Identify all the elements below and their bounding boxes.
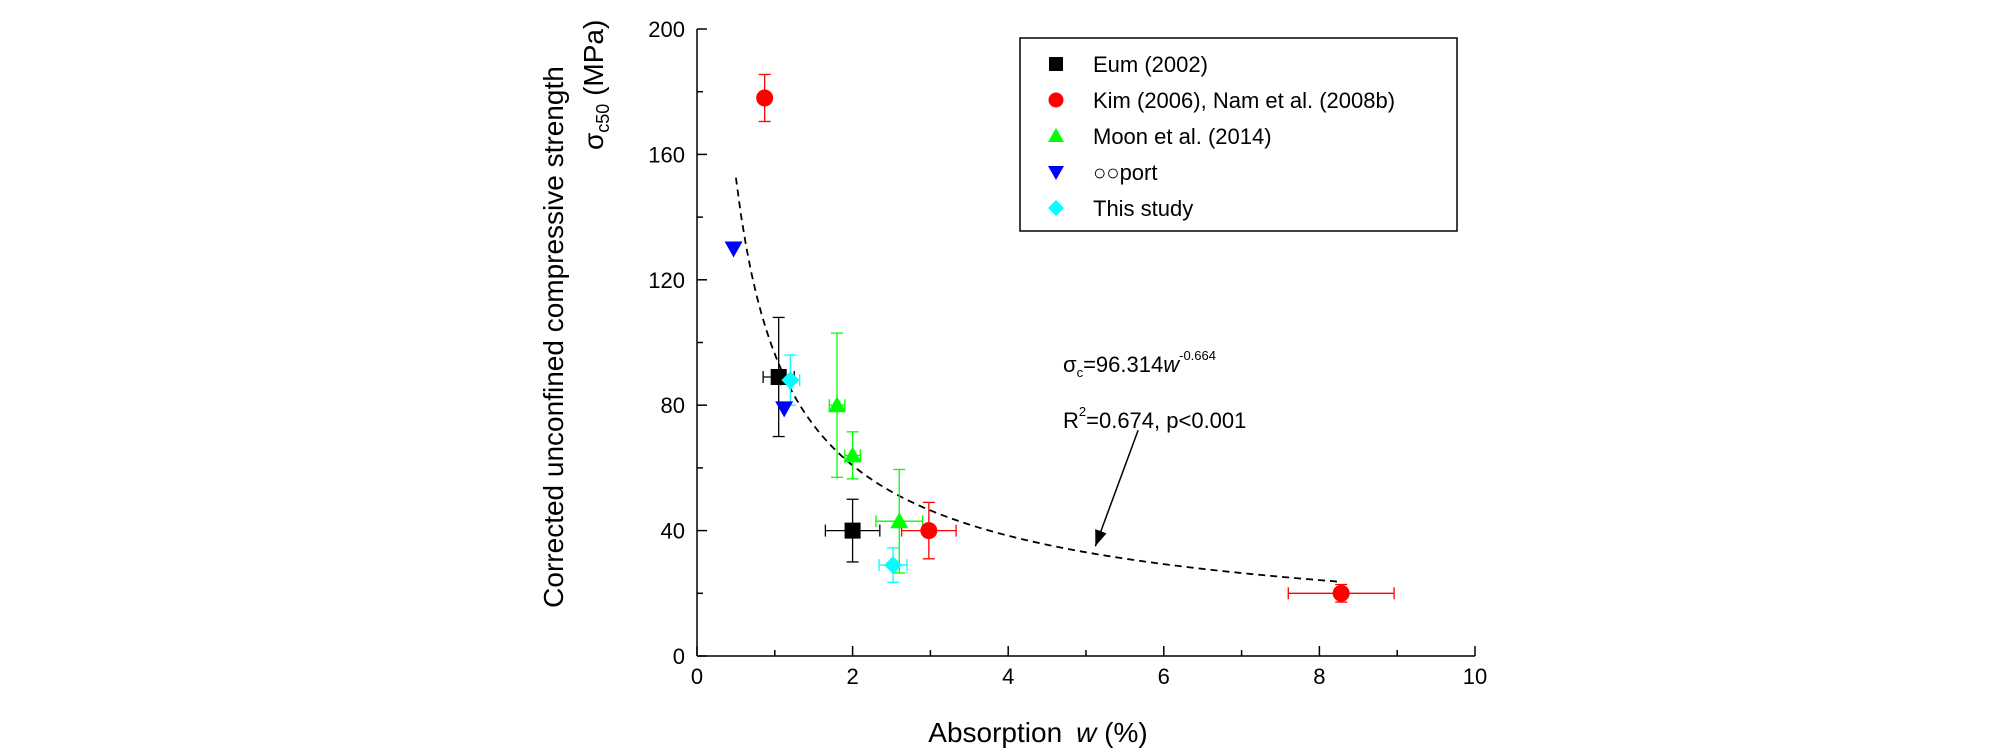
fit-r2-sym: R — [1063, 408, 1079, 433]
y-tick-label: 160 — [648, 142, 685, 167]
fit-annotation: σc=96.314w-0.664 R2=0.674, p<0.001 — [1063, 348, 1246, 547]
x-axis-title-unit: (%) — [1096, 717, 1147, 748]
marker-layer — [724, 89, 1350, 602]
x-tick-label: 4 — [1002, 664, 1014, 689]
x-tick-label: 6 — [1158, 664, 1170, 689]
legend-label: Eum (2002) — [1093, 52, 1208, 77]
data-point — [781, 371, 800, 390]
y-tick-label: 80 — [661, 393, 685, 418]
legend-box — [1019, 37, 1458, 232]
axes: 0 2 4 6 8 10 0 40 80 120 160 200 — [648, 17, 1487, 689]
data-point — [844, 522, 861, 539]
annotation-arrow — [1094, 430, 1139, 547]
data-point — [884, 556, 903, 575]
legend-marker — [1048, 92, 1064, 108]
fit-stats: R2=0.674, p<0.001 — [1063, 404, 1246, 433]
data-point — [1332, 584, 1350, 602]
fit-r2-sup: 2 — [1079, 404, 1086, 419]
y-axis-title-sub: c50 — [593, 104, 613, 133]
data-point — [920, 522, 938, 540]
x-tick-label: 2 — [846, 664, 858, 689]
fit-equation-var: w — [1163, 352, 1181, 377]
data-point — [775, 401, 794, 418]
legend-label: ○○port — [1093, 160, 1158, 185]
fit-curve — [735, 177, 1342, 583]
legend-marker — [1048, 200, 1064, 216]
data-point — [724, 241, 743, 258]
legend: Eum (2002) Kim (2006), Nam et al. (2008b)… — [1019, 37, 1458, 232]
fit-curve-layer — [735, 177, 1342, 583]
data-point — [828, 396, 847, 413]
data-point — [890, 512, 909, 529]
fit-equation-main: =96.314 — [1083, 352, 1163, 377]
fit-equation-sub: c — [1077, 365, 1084, 380]
legend-label: Kim (2006), Nam et al. (2008b) — [1093, 88, 1395, 113]
x-axis-title-text: Absorption — [928, 717, 1062, 748]
annotation-arrowhead — [1095, 529, 1107, 547]
fit-r2-rest: =0.674, p<0.001 — [1086, 408, 1246, 433]
fit-equation-sym: σ — [1063, 352, 1077, 377]
y-tick-label: 40 — [661, 519, 685, 544]
y-axis-title-line1: Corrected unconfined compressive strengt… — [538, 66, 569, 608]
x-axis-title: Absorption w (%) — [928, 717, 1147, 748]
legend-label: This study — [1093, 196, 1193, 221]
legend-label: Moon et al. (2014) — [1093, 124, 1272, 149]
data-point — [756, 89, 774, 107]
error-bar-layer — [758, 73, 1395, 603]
x-tick-label: 8 — [1313, 664, 1325, 689]
y-axis-title-unit: (MPa) — [578, 20, 609, 104]
y-tick-label: 120 — [648, 268, 685, 293]
y-tick-label: 0 — [673, 644, 685, 669]
legend-marker — [1049, 57, 1063, 71]
y-tick-label: 200 — [648, 17, 685, 42]
legend-entries: Eum (2002) Kim (2006), Nam et al. (2008b)… — [1048, 52, 1395, 221]
legend-marker — [1048, 128, 1064, 142]
fit-equation-exp: -0.664 — [1179, 348, 1216, 363]
fit-equation: σc=96.314w-0.664 — [1063, 348, 1216, 380]
x-axis-title-var: w — [1076, 717, 1098, 748]
y-axis-title-sym: σ — [578, 133, 609, 150]
legend-marker — [1048, 166, 1064, 180]
y-axis-title-line2: σc50 (MPa) — [578, 20, 613, 150]
data-point — [843, 446, 862, 463]
x-tick-label: 0 — [691, 664, 703, 689]
x-tick-label: 10 — [1463, 664, 1487, 689]
